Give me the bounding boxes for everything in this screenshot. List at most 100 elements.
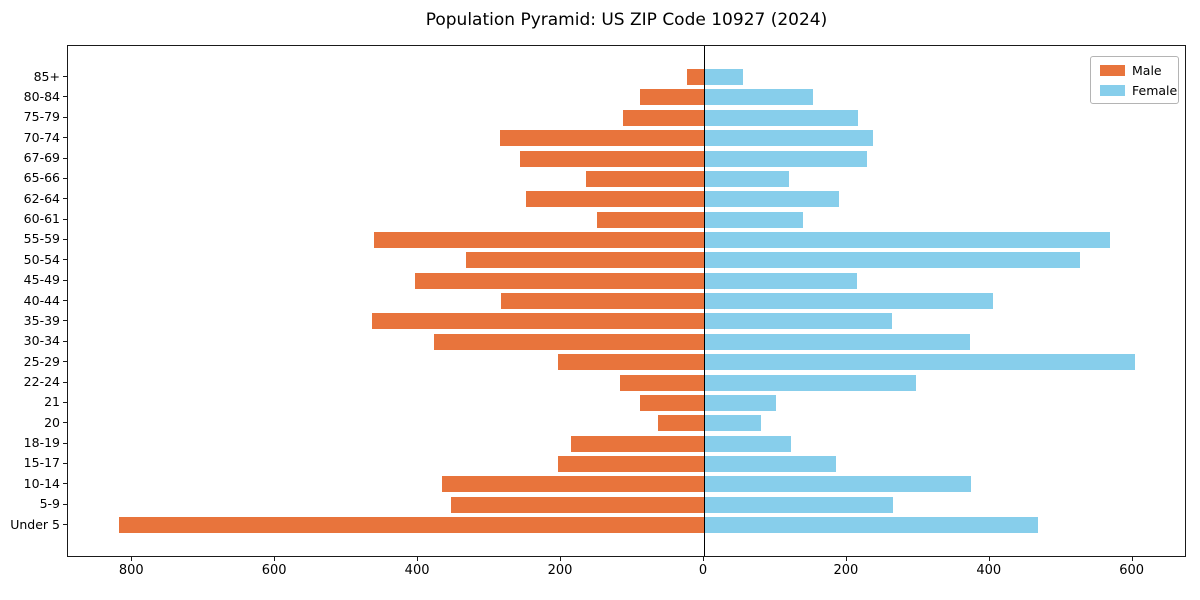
- female-bar: [704, 374, 916, 391]
- male-bar: [586, 170, 704, 187]
- male-bar: [501, 293, 704, 309]
- y-tick-mark: [63, 177, 67, 179]
- male-bar: [619, 374, 704, 391]
- zero-axis-line: [703, 46, 705, 556]
- male-bar: [414, 272, 704, 289]
- male-bar: [520, 150, 704, 167]
- x-tick-label: 0: [698, 563, 708, 578]
- y-tick-mark: [63, 503, 67, 505]
- x-tick-mark: [845, 557, 847, 561]
- female-bar: [704, 455, 836, 472]
- y-tick-label: 70-74: [23, 129, 60, 145]
- y-tick-label: 67-69: [23, 150, 60, 165]
- male-bar: [371, 313, 704, 330]
- y-tick-label: 62-64: [23, 190, 60, 206]
- legend-item-male: Male: [1100, 64, 1169, 77]
- y-tick-mark: [63, 198, 67, 200]
- x-tick-label: 200: [547, 563, 573, 578]
- chart-title: Population Pyramid: US ZIP Code 10927 (2…: [425, 10, 828, 30]
- female-bar: [704, 170, 789, 187]
- x-tick-mark: [703, 557, 704, 561]
- y-tick-label: 60-61: [23, 211, 60, 226]
- female-bar: [704, 496, 893, 513]
- female-bar: [704, 333, 970, 350]
- x-tick-label: 400: [404, 563, 430, 578]
- y-tick-mark: [63, 320, 67, 322]
- male-bar: [571, 435, 704, 452]
- female-swatch-icon: [1100, 85, 1125, 96]
- y-tick-label: 40-44: [23, 292, 60, 308]
- male-bar: [596, 211, 704, 228]
- x-tick-mark: [988, 557, 990, 561]
- x-tick-mark: [1131, 557, 1133, 561]
- x-tick-label: 200: [833, 563, 859, 578]
- y-tick-label: 55-59: [23, 231, 60, 247]
- y-tick-label: 75-79: [23, 109, 60, 125]
- x-tick-label: 400: [976, 563, 1002, 578]
- female-bar: [704, 394, 777, 411]
- y-tick-label: 45-49: [23, 272, 60, 288]
- y-tick-label: Under 5: [10, 516, 60, 532]
- y-tick-mark: [63, 381, 67, 383]
- y-tick-mark: [63, 300, 67, 301]
- female-bar: [704, 89, 813, 106]
- y-tick-label: 50-54: [23, 251, 60, 267]
- y-tick-label: 35-39: [23, 312, 60, 328]
- male-bar: [118, 517, 704, 533]
- male-bar: [442, 476, 704, 493]
- female-bar: [704, 517, 1038, 533]
- y-tick-mark: [63, 218, 67, 220]
- male-bar: [622, 109, 704, 126]
- y-tick-mark: [63, 157, 67, 159]
- female-bar: [704, 252, 1080, 269]
- x-tick-label: 600: [261, 563, 287, 578]
- male-bar: [639, 394, 704, 411]
- x-tick-mark: [560, 557, 561, 561]
- legend-label-male: Male: [1132, 63, 1162, 78]
- plot-area: [67, 45, 1186, 557]
- male-bar: [526, 191, 704, 208]
- female-bar: [704, 354, 1135, 371]
- male-bar: [466, 252, 704, 269]
- male-bar: [639, 89, 704, 106]
- y-tick-label: 21: [44, 394, 60, 410]
- x-tick-label: 600: [1119, 563, 1145, 578]
- male-bar: [373, 231, 704, 248]
- male-swatch-icon: [1100, 65, 1125, 76]
- female-bar: [704, 415, 762, 432]
- y-tick-mark: [63, 422, 67, 424]
- y-tick-label: 5-9: [39, 496, 60, 512]
- y-tick-mark: [63, 238, 67, 240]
- male-bar: [658, 415, 704, 432]
- female-bar: [704, 476, 972, 493]
- y-tick-mark: [63, 116, 67, 118]
- legend: Male Female: [1090, 56, 1179, 104]
- male-bar: [451, 496, 704, 513]
- y-tick-label: 30-34: [23, 333, 60, 349]
- y-tick-mark: [63, 279, 67, 281]
- y-tick-label: 15-17: [23, 455, 60, 471]
- x-tick-mark: [274, 557, 276, 561]
- female-bar: [704, 293, 994, 309]
- y-tick-mark: [63, 137, 67, 139]
- y-tick-label: 10-14: [23, 475, 60, 491]
- y-tick-label: 85+: [33, 68, 60, 84]
- female-bar: [704, 69, 743, 85]
- x-tick-label: 800: [118, 563, 144, 578]
- y-tick-label: 65-66: [23, 170, 60, 186]
- y-tick-mark: [63, 76, 67, 77]
- y-tick-mark: [63, 96, 67, 98]
- female-bar: [704, 191, 840, 208]
- female-bar: [704, 313, 892, 330]
- female-bar: [704, 109, 859, 126]
- y-tick-label: 18-19: [23, 435, 60, 450]
- female-bar: [704, 435, 792, 452]
- male-bar: [557, 455, 704, 472]
- y-tick-mark: [63, 401, 67, 403]
- legend-label-female: Female: [1132, 83, 1178, 98]
- female-bar: [704, 272, 857, 289]
- y-tick-mark: [63, 524, 67, 525]
- y-tick-label: 25-29: [23, 353, 60, 369]
- legend-item-female: Female: [1100, 84, 1177, 97]
